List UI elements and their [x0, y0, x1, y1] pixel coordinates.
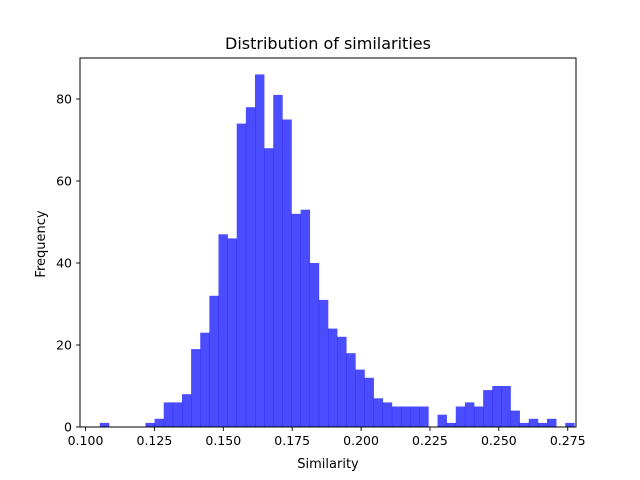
histogram-bar [309, 263, 320, 427]
y-axis-label: Frequency [34, 210, 49, 277]
x-tick-label: 0.225 [412, 433, 448, 448]
histogram-bars [99, 74, 575, 428]
histogram-bar [391, 406, 402, 427]
histogram-bar [528, 418, 539, 427]
y-tick-label: 80 [56, 92, 72, 107]
histogram-bar [464, 402, 475, 427]
histogram-bar [291, 213, 301, 427]
histogram-bar [373, 398, 384, 427]
histogram-bar [99, 422, 110, 427]
histogram-bar [145, 422, 155, 427]
histogram-bar [154, 418, 165, 427]
histogram-bar [364, 377, 374, 427]
x-axis-ticks: 0.100 0.125 0.150 0.175 0.200 0.225 0.250 0.275 [68, 427, 586, 448]
histogram-bar [337, 336, 347, 427]
histogram-bar [209, 295, 219, 427]
x-tick-label: 0.100 [68, 433, 104, 448]
x-axis-label: Similarity [297, 457, 359, 472]
plot-frame [79, 57, 577, 428]
histogram-bar [254, 74, 265, 428]
x-tick-label: 0.275 [550, 433, 586, 448]
y-axis-ticks: 0 20 40 60 80 [56, 92, 80, 435]
histogram-bar [492, 386, 502, 427]
histogram-bar [510, 410, 520, 427]
histogram-bar [483, 390, 493, 427]
histogram-bar [227, 238, 238, 427]
histogram-bar [264, 148, 274, 427]
histogram-bar [401, 406, 411, 427]
histogram-bar [565, 422, 575, 427]
histogram-bar [328, 328, 338, 427]
histogram-bar [181, 394, 192, 427]
y-tick-label: 40 [56, 256, 72, 271]
x-tick-label: 0.125 [137, 433, 173, 448]
x-tick-label: 0.175 [274, 433, 310, 448]
histogram-bar [474, 406, 484, 427]
histogram-bar [346, 353, 356, 427]
histogram-bar [382, 402, 393, 427]
x-tick-label: 0.250 [481, 433, 517, 448]
y-tick-label: 0 [64, 420, 72, 435]
x-tick-label: 0.150 [205, 433, 241, 448]
chart-title: Distribution of similarities [225, 34, 431, 53]
histogram-bar [163, 402, 174, 427]
histogram-bar [519, 422, 530, 427]
histogram-bar [419, 406, 429, 427]
histogram-bar [446, 422, 457, 427]
histogram-bar [236, 123, 247, 427]
histogram-bar [300, 209, 311, 427]
histogram-bar [537, 422, 548, 427]
histogram-bar [455, 406, 466, 427]
y-tick-label: 20 [56, 338, 72, 353]
histogram-bar [273, 94, 283, 428]
histogram-bar [318, 299, 329, 427]
histogram-bar [200, 332, 210, 427]
histogram-bar [218, 234, 228, 427]
histogram-bar [282, 119, 292, 427]
x-tick-label: 0.200 [343, 433, 379, 448]
histogram-bar [245, 107, 256, 427]
y-tick-label: 60 [56, 174, 72, 189]
histogram-bar [355, 369, 365, 427]
histogram-bar [547, 418, 557, 427]
histogram-bar [501, 386, 511, 427]
histogram-bar [191, 349, 201, 427]
histogram-bar [437, 414, 447, 427]
histogram-bar [410, 406, 420, 427]
histogram-bar [172, 402, 183, 427]
